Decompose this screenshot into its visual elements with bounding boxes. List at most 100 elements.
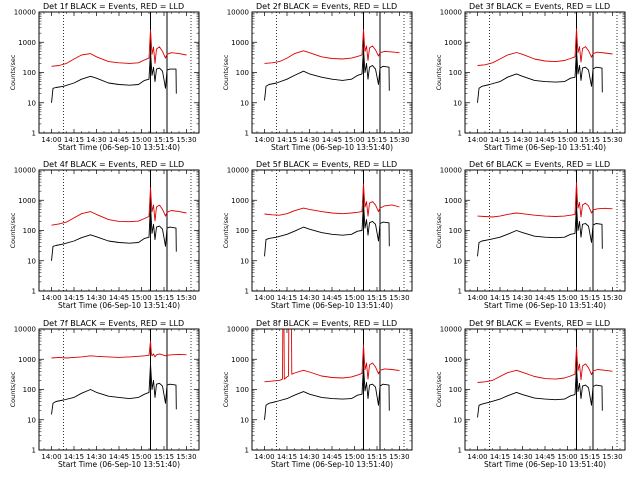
x-tick-label: 15:15 (367, 136, 387, 144)
y-tick-label: 10 (240, 416, 249, 424)
x-tick-label: 14:30 (512, 294, 532, 302)
x-tick-label: 15:00 (557, 294, 577, 302)
x-tick-label: 15:15 (580, 294, 600, 302)
series-line-events (477, 366, 603, 418)
panel-2: Det 2f BLACK = Events, RED = LLD 1 10 100 10… (222, 2, 413, 152)
plot-frame (464, 328, 626, 451)
x-axis-label: Start Time (06-Sep-10 13:51:40) (271, 460, 393, 469)
y-axis-label: Counts/sec (222, 212, 230, 248)
y-tick-label: 10 (27, 257, 36, 265)
panel-6: Det 6f BLACK = Events, RED = LLD 1 10 100 10… (435, 160, 626, 310)
y-tick-label: 1 (245, 447, 249, 455)
y-tick-label: 100 (449, 386, 462, 394)
x-tick-label: 14:30 (512, 136, 532, 144)
series-line-events (477, 205, 603, 257)
panel-5: Det 5f BLACK = Events, RED = LLD 1 10 100 10… (222, 160, 413, 310)
x-tick-label: 15:15 (154, 294, 174, 302)
panel-title: Det 8f BLACK = Events, RED = LLD (256, 319, 397, 328)
y-tick-label: 10000 (440, 9, 462, 17)
series-line-lld (264, 183, 400, 217)
x-tick-label: 14:45 (109, 453, 129, 461)
x-tick-label: 14:45 (535, 136, 555, 144)
x-tick-label: 14:00 (254, 136, 274, 144)
x-tick-label: 14:15 (277, 453, 297, 461)
x-tick-label: 14:00 (41, 294, 61, 302)
x-tick-label: 14:30 (512, 453, 532, 461)
y-axis-label: Counts/sec (435, 371, 443, 407)
y-tick-label: 1 (458, 288, 462, 296)
x-tick-label: 14:15 (490, 294, 510, 302)
x-tick-label: 15:15 (580, 453, 600, 461)
y-tick-label: 1000 (444, 197, 462, 205)
x-tick-label: 15:00 (344, 294, 364, 302)
x-tick-label: 14:30 (86, 294, 106, 302)
plot-frame (38, 328, 200, 451)
x-tick-label: 14:30 (86, 136, 106, 144)
y-tick-label: 10 (453, 257, 462, 265)
panel-title: Det 1f BLACK = Events, RED = LLD (43, 2, 184, 11)
x-tick-label: 15:00 (131, 294, 151, 302)
plot-frame (251, 328, 413, 451)
series-line-lld (477, 182, 613, 218)
x-tick-label: 14:45 (535, 294, 555, 302)
y-tick-label: 10 (27, 99, 36, 107)
x-tick-label: 14:00 (41, 453, 61, 461)
x-tick-label: 15:15 (580, 136, 600, 144)
y-tick-label: 1000 (231, 39, 249, 47)
y-tick-label: 10000 (14, 167, 36, 175)
x-tick-label: 14:45 (322, 294, 342, 302)
y-tick-label: 10 (453, 416, 462, 424)
series-line-events (264, 202, 390, 257)
y-tick-label: 100 (23, 69, 36, 77)
x-tick-label: 15:30 (602, 453, 622, 461)
x-tick-label: 14:30 (299, 294, 319, 302)
plot-frame-overlay (38, 328, 200, 451)
x-tick-label: 14:15 (64, 136, 84, 144)
x-tick-label: 15:30 (389, 136, 409, 144)
x-axis-label: Start Time (06-Sep-10 13:51:40) (271, 301, 393, 310)
x-tick-label: 14:30 (299, 136, 319, 144)
panel-title: Det 5f BLACK = Events, RED = LLD (256, 160, 397, 169)
x-tick-label: 15:30 (602, 136, 622, 144)
plot-frame (38, 169, 200, 292)
y-tick-label: 1 (458, 447, 462, 455)
x-tick-label: 14:45 (109, 136, 129, 144)
plot-frame (251, 11, 413, 134)
x-axis-label: Start Time (06-Sep-10 13:51:40) (484, 460, 606, 469)
x-axis-label: Start Time (06-Sep-10 13:51:40) (484, 301, 606, 310)
x-tick-label: 14:30 (86, 453, 106, 461)
series-line-events (264, 48, 390, 101)
y-tick-label: 1 (32, 130, 36, 138)
panel-title: Det 2f BLACK = Events, RED = LLD (256, 2, 397, 11)
y-tick-label: 1000 (231, 356, 249, 364)
x-tick-label: 14:15 (64, 294, 84, 302)
y-tick-label: 10000 (440, 167, 462, 175)
y-tick-label: 1000 (18, 356, 36, 364)
x-tick-label: 15:30 (176, 136, 196, 144)
plot-frame-overlay (251, 11, 413, 134)
x-tick-label: 15:15 (367, 453, 387, 461)
plot-frame (38, 11, 200, 134)
x-tick-label: 15:30 (176, 453, 196, 461)
y-axis-label: Counts/sec (435, 54, 443, 90)
y-tick-label: 10000 (227, 167, 249, 175)
plot-frame-overlay (464, 169, 626, 292)
x-tick-label: 14:30 (299, 453, 319, 461)
y-tick-label: 1000 (444, 356, 462, 364)
plot-frame-overlay (38, 169, 200, 292)
panel-title: Det 3f BLACK = Events, RED = LLD (469, 2, 610, 11)
y-tick-label: 100 (449, 69, 462, 77)
y-tick-label: 1 (245, 130, 249, 138)
series-line-events (51, 363, 177, 415)
panel-3: Det 3f BLACK = Events, RED = LLD 1 10 100 10… (435, 2, 626, 152)
y-tick-label: 1000 (18, 197, 36, 205)
x-tick-label: 14:15 (490, 453, 510, 461)
y-axis-label: Counts/sec (435, 212, 443, 248)
panel-title: Det 7f BLACK = Events, RED = LLD (43, 319, 184, 328)
panel-7: Det 7f BLACK = Events, RED = LLD 1 10 100 10… (9, 319, 200, 469)
y-tick-label: 1 (245, 288, 249, 296)
x-tick-label: 14:15 (277, 136, 297, 144)
x-tick-label: 14:00 (254, 453, 274, 461)
x-tick-label: 15:30 (389, 294, 409, 302)
x-axis-label: Start Time (06-Sep-10 13:51:40) (58, 301, 180, 310)
